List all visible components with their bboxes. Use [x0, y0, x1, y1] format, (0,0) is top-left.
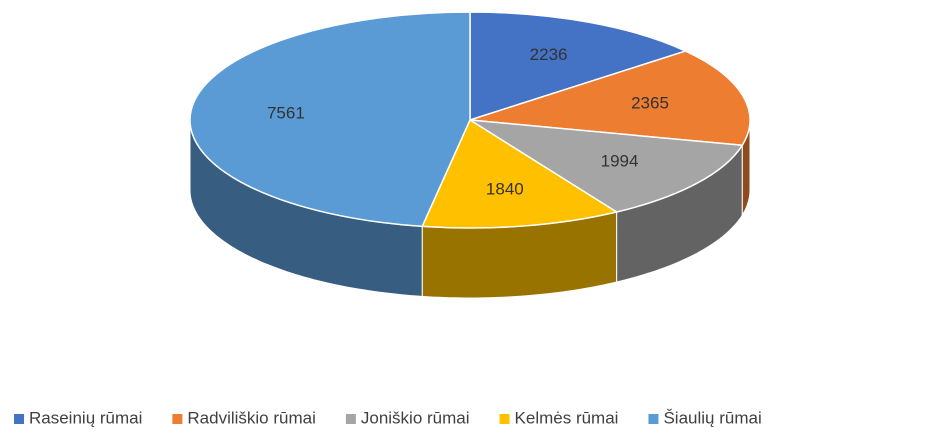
slice: [469, 119, 744, 213]
legend-swatch: [648, 414, 659, 424]
legend-swatch: [172, 414, 183, 424]
slice: [469, 50, 751, 147]
data-label: 7561: [267, 103, 305, 122]
legend-label: Kelmės rūmai: [515, 408, 619, 427]
legend-swatch: [345, 414, 356, 424]
slice: [469, 11, 688, 122]
legend-label: Joniškio rūmai: [361, 408, 470, 427]
data-label: 2365: [631, 93, 669, 112]
data-label: 2236: [530, 45, 568, 64]
legend-label: Raseinių rūmai: [29, 408, 142, 427]
slice: [421, 118, 619, 229]
legend-label: Šiaulių rūmai: [663, 408, 761, 427]
data-label: 1994: [601, 151, 639, 170]
data-label: 1840: [486, 179, 524, 198]
legend-label: Radviliškio rūmai: [187, 408, 315, 427]
slice: [189, 11, 471, 228]
legend-swatch: [14, 414, 24, 424]
legend-swatch: [499, 414, 510, 424]
